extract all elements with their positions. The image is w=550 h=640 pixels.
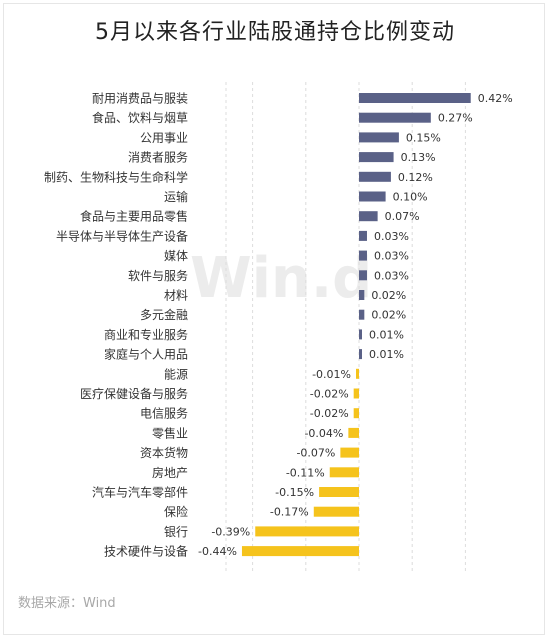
- bar: [353, 388, 359, 399]
- bar: [359, 290, 365, 300]
- value-label: 0.12%: [398, 171, 433, 184]
- source-note: 数据来源：Wind: [18, 596, 116, 611]
- category-label: 能源: [164, 367, 188, 381]
- bar: [319, 487, 359, 497]
- value-label: -0.15%: [275, 486, 314, 499]
- chart-card: [3, 3, 545, 635]
- bar: [359, 112, 431, 123]
- bar: [313, 506, 359, 517]
- bar: [359, 349, 362, 360]
- category-label: 房地产: [152, 465, 188, 480]
- value-label: -0.02%: [310, 407, 349, 420]
- bar: [359, 230, 367, 241]
- bar: [359, 191, 386, 202]
- value-label: -0.04%: [304, 427, 343, 440]
- value-label: -0.07%: [296, 447, 335, 460]
- bar: [359, 132, 399, 143]
- category-label: 多元金融: [140, 307, 188, 322]
- category-label: 资本货物: [140, 445, 188, 460]
- category-label: 半导体与半导体生产设备: [56, 229, 188, 243]
- category-label: 制药、生物科技与生命科学: [44, 169, 188, 184]
- bar: [340, 447, 359, 458]
- bar: [359, 250, 367, 261]
- category-label: 耐用消费品与服装: [92, 92, 188, 106]
- bar: [359, 211, 378, 222]
- value-label: 0.10%: [393, 191, 428, 204]
- value-label: 0.27%: [438, 112, 473, 125]
- bar: [359, 270, 367, 281]
- category-label: 运输: [164, 189, 188, 204]
- category-label: 零售业: [152, 425, 188, 440]
- category-label: 电信服务: [140, 406, 188, 421]
- category-label: 消费者服务: [128, 150, 188, 165]
- bar: [329, 467, 359, 478]
- chart-title: 5月以来各行业陆股通持仓比例变动: [95, 20, 455, 45]
- category-label: 公用事业: [140, 131, 188, 145]
- value-label: -0.39%: [211, 525, 250, 538]
- category-label: 食品、饮料与烟草: [92, 110, 188, 125]
- category-label: 材料: [164, 289, 188, 303]
- bar: [359, 152, 394, 163]
- category-label: 媒体: [164, 249, 188, 263]
- bar: [348, 427, 359, 438]
- value-label: -0.02%: [310, 388, 349, 401]
- bar: [359, 329, 362, 340]
- category-label: 商业和专业服务: [104, 327, 188, 342]
- value-label: 0.02%: [371, 309, 406, 322]
- bar: [359, 171, 391, 182]
- category-label: 软件与服务: [128, 268, 188, 283]
- value-label: 0.15%: [406, 131, 441, 144]
- bar: [353, 408, 359, 419]
- bar: [359, 309, 365, 320]
- category-label: 银行: [164, 525, 188, 539]
- category-label: 技术硬件与设备: [104, 545, 188, 559]
- value-label: 0.42%: [478, 92, 513, 105]
- bar: [356, 368, 359, 379]
- category-label: 食品与主要用品零售: [80, 209, 188, 224]
- value-label: -0.01%: [312, 368, 351, 381]
- bar: [359, 93, 471, 103]
- value-label: -0.17%: [270, 506, 309, 519]
- bar: [255, 526, 359, 537]
- value-label: 0.07%: [385, 210, 420, 223]
- value-label: 0.03%: [374, 269, 409, 282]
- value-label: -0.44%: [198, 545, 237, 558]
- category-label: 家庭与个人用品: [104, 347, 188, 362]
- value-label: 0.03%: [374, 230, 409, 243]
- value-label: 0.03%: [374, 250, 409, 263]
- category-label: 保险: [164, 504, 188, 519]
- value-label: 0.01%: [369, 328, 404, 341]
- value-label: 0.01%: [369, 348, 404, 361]
- value-label: -0.11%: [286, 466, 325, 479]
- category-label: 医疗保健设备与服务: [80, 386, 188, 401]
- value-label: 0.02%: [371, 289, 406, 302]
- bar: [241, 546, 359, 557]
- value-label: 0.13%: [401, 151, 436, 164]
- category-label: 汽车与汽车零部件: [92, 485, 188, 500]
